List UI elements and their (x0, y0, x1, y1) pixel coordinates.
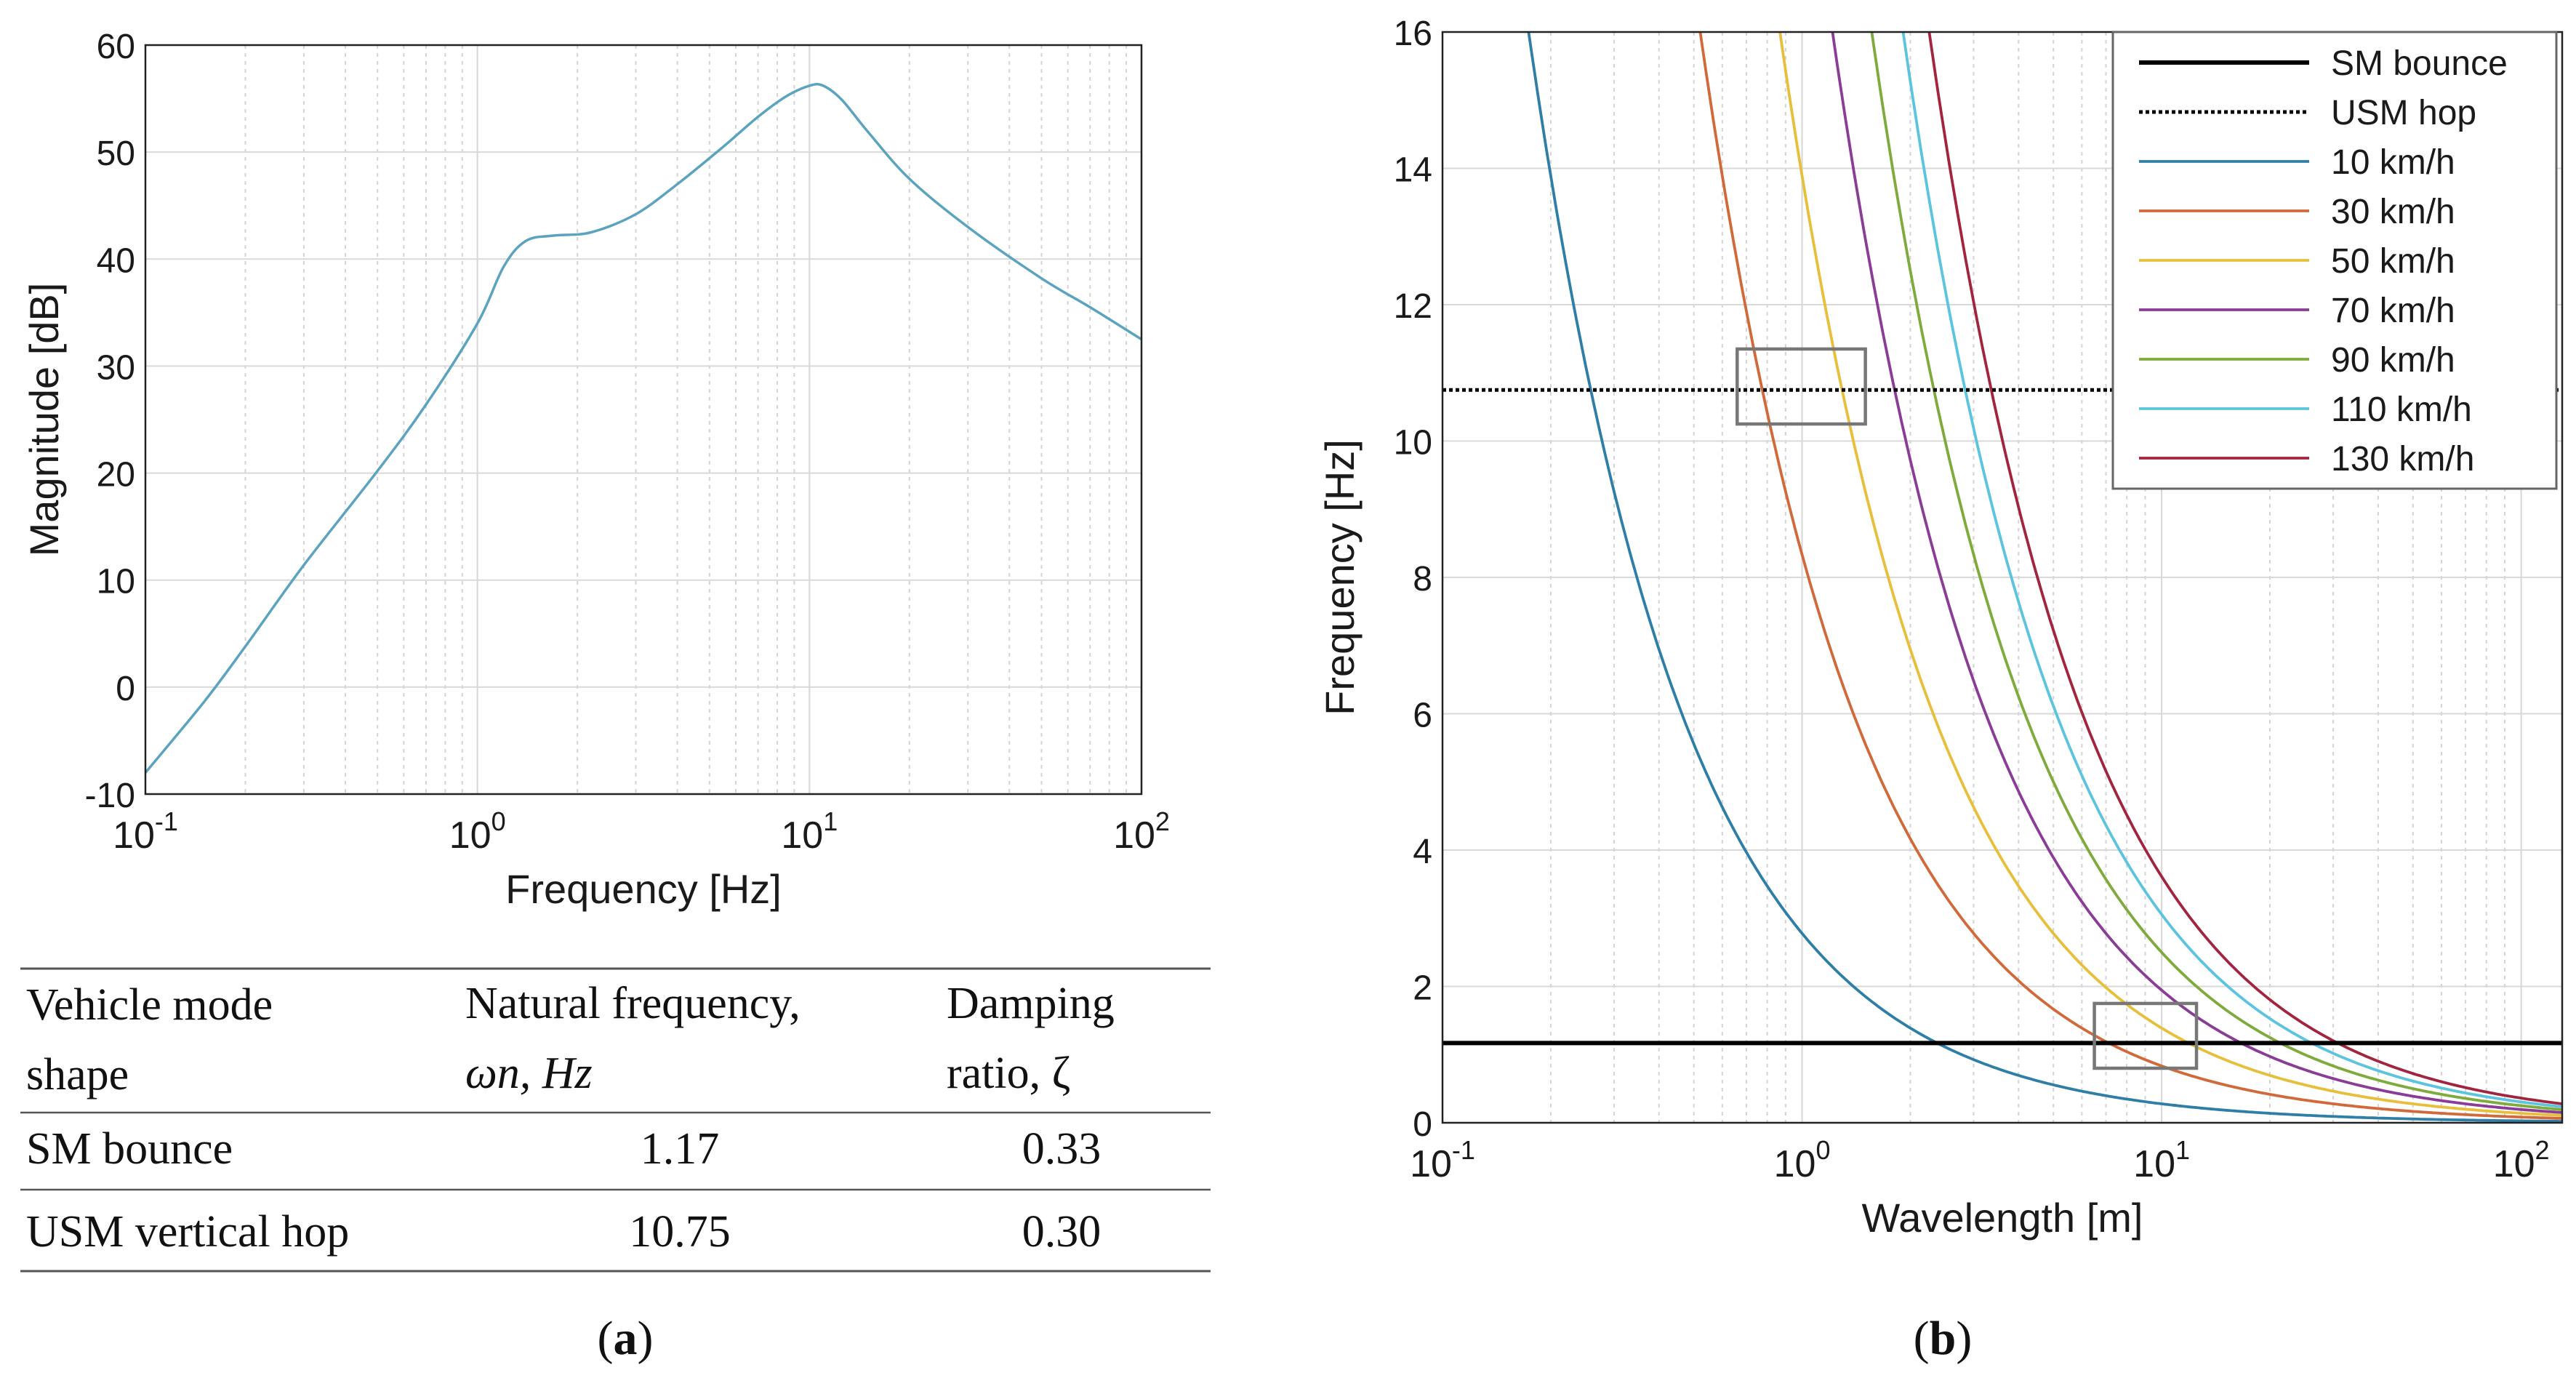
chart-b-x-tick-label: 10-1 (1410, 1135, 1475, 1185)
chart-b-legend-label: 70 km/h (2331, 292, 2455, 330)
chart-b-y-tick-label: 16 (1394, 15, 1432, 53)
chart-a-y-tick-label: -10 (85, 777, 135, 815)
table-row-1-damping: 0.33 (1022, 1124, 1102, 1174)
table-header-mode-line1: Vehicle mode (26, 980, 273, 1030)
chart-a-x-tick-label: 101 (781, 806, 838, 857)
chart-b-legend-label: 30 km/h (2331, 193, 2455, 231)
chart-b-y-ticks: 0 2 4 6 8 10 12 14 16 (1394, 15, 1432, 1144)
table-header-frequency-line1: Natural frequency, (465, 979, 801, 1028)
chart-a-y-tick-label: 30 (97, 348, 135, 387)
chart-a-frame (144, 44, 1143, 796)
chart-b-y-tick-label: 12 (1394, 287, 1432, 326)
chart-b-series-line-4 (1870, 32, 2562, 1111)
chart-b-x-tick-base: 10 (1410, 1143, 1452, 1185)
caption-b-open: ( (1914, 1312, 1930, 1365)
chart-b-x-tick-exponent: 0 (1815, 1135, 1830, 1165)
chart-a-y-ticks: -10 0 10 20 30 40 50 60 (85, 28, 135, 815)
chart-b-x-tick-exponent: 2 (2535, 1135, 2550, 1165)
chart-a-y-tick-label: 50 (97, 135, 135, 173)
chart-b-x-tick-base: 10 (1774, 1143, 1816, 1185)
chart-b-legend-label: 90 km/h (2331, 341, 2455, 380)
chart-b-highlight-box-0 (1736, 347, 1867, 426)
chart-a-x-tick-label: 102 (1113, 806, 1170, 857)
caption-b-letter: b (1930, 1312, 1957, 1365)
chart-a-x-tick-base: 10 (781, 814, 823, 857)
table-header-mode-line2: shape (26, 1050, 129, 1099)
table-row-2-mode: USM vertical hop (26, 1207, 349, 1257)
chart-a-x-axis-label: Frequency [Hz] (505, 866, 782, 912)
table-row-2-frequency: 10.75 (629, 1207, 731, 1257)
chart-b-legend-label: USM hop (2331, 94, 2476, 132)
chart-b-y-tick-label: 8 (1413, 560, 1432, 598)
caption-a: (a) (598, 1312, 654, 1365)
caption-b-close: ) (1956, 1312, 1972, 1365)
chart-a-x-tick-exponent: -1 (155, 806, 178, 836)
chart-b-y-tick-label: 0 (1413, 1105, 1432, 1144)
chart-b-grid (1441, 31, 2562, 1123)
chart-a-x-tick-base: 10 (1113, 814, 1155, 857)
table-header-damping-line1: Damping (947, 979, 1115, 1028)
chart-b-reference-lines (1443, 388, 2562, 1046)
chart-a-x-tick-base: 10 (449, 814, 491, 857)
chart-a-x-tick-base: 10 (113, 814, 155, 857)
chart-b-x-tick-exponent: -1 (1452, 1135, 1475, 1165)
chart-b-legend-label: 50 km/h (2331, 242, 2455, 281)
chart-b-series-line-5 (1901, 32, 2562, 1108)
chart-a-x-ticks: 10-1 100 101 102 (113, 806, 1170, 857)
chart-b-legend-label: SM bounce (2331, 44, 2508, 83)
chart-b-series-line-0 (1527, 32, 2562, 1123)
chart-b-y-tick-label: 6 (1413, 697, 1432, 735)
chart-a-x-tick-exponent: 2 (1155, 806, 1170, 836)
chart-a-y-tick-label: 60 (97, 28, 135, 66)
chart-b-x-axis-label: Wavelength [m] (1862, 1195, 2143, 1241)
chart-b-x-tick-base: 10 (2133, 1143, 2175, 1185)
chart-b-highlight-boxes (1736, 347, 2199, 1070)
caption-b: (b) (1914, 1312, 1973, 1365)
chart-b-y-tick-label: 2 (1413, 969, 1432, 1008)
caption-a-close: ) (638, 1312, 654, 1365)
chart-a-x-tick-label: 100 (449, 806, 506, 857)
chart-b-series-line-6 (1927, 32, 2562, 1105)
chart-a-y-tick-label: 20 (97, 456, 135, 494)
chart-a-x-tick-label: 10-1 (113, 806, 178, 857)
chart-b-y-tick-label: 4 (1413, 833, 1432, 871)
chart-b-x-tick-exponent: 1 (2175, 1135, 2190, 1165)
chart-a-y-tick-label: 10 (97, 563, 135, 601)
caption-a-open: ( (598, 1312, 614, 1365)
table-header-frequency-line2: ωn, Hz (465, 1049, 593, 1098)
mode-table: Vehicle mode shape Natural frequency, ωn… (20, 967, 1211, 1273)
chart-b-legend: SM bounce USM hop 10 km/h 30 km/h 50 km/h 70 … (2111, 31, 2558, 490)
chart-b-y-axis-label: Frequency [Hz] (1317, 439, 1363, 716)
chart-b-series-line-3 (1831, 32, 2562, 1114)
chart-b-x-tick-label: 101 (2133, 1135, 2190, 1185)
chart-b-legend-label: 130 km/h (2331, 440, 2474, 478)
chart-b-x-tick-label: 100 (1774, 1135, 1831, 1185)
chart-b-legend-label: 110 km/h (2331, 390, 2472, 429)
chart-a-magnitude-line (144, 83, 1142, 774)
chart-b-legend-label: 10 km/h (2331, 143, 2455, 182)
chart-b-x-ticks: 10-1 100 101 102 (1410, 1135, 2550, 1185)
chart-a-y-tick-label: 40 (97, 241, 135, 280)
chart-b-y-tick-label: 10 (1394, 424, 1432, 462)
table-header-damping-line2: ratio, ζ (947, 1049, 1070, 1098)
table-row-1-mode: SM bounce (26, 1124, 233, 1174)
chart-a-x-tick-exponent: 0 (491, 806, 506, 836)
table-row-2-damping: 0.30 (1022, 1207, 1102, 1257)
chart-a-series (144, 83, 1142, 774)
chart-b-x-tick-base: 10 (2493, 1143, 2535, 1185)
chart-b-x-tick-label: 102 (2493, 1135, 2550, 1185)
chart-a-x-tick-exponent: 1 (823, 806, 838, 836)
chart-b-highlight-box-1 (2093, 1001, 2199, 1070)
caption-a-letter: a (614, 1312, 638, 1365)
table-row-1-frequency: 1.17 (641, 1124, 720, 1174)
chart-b-frame (1441, 31, 2564, 1124)
chart-b-series-line-2 (1778, 32, 2562, 1117)
chart-b-y-tick-label: 14 (1394, 151, 1432, 190)
chart-a-y-tick-label: 0 (116, 670, 135, 708)
chart-a-y-axis-label: Magnitude [dB] (21, 283, 67, 557)
